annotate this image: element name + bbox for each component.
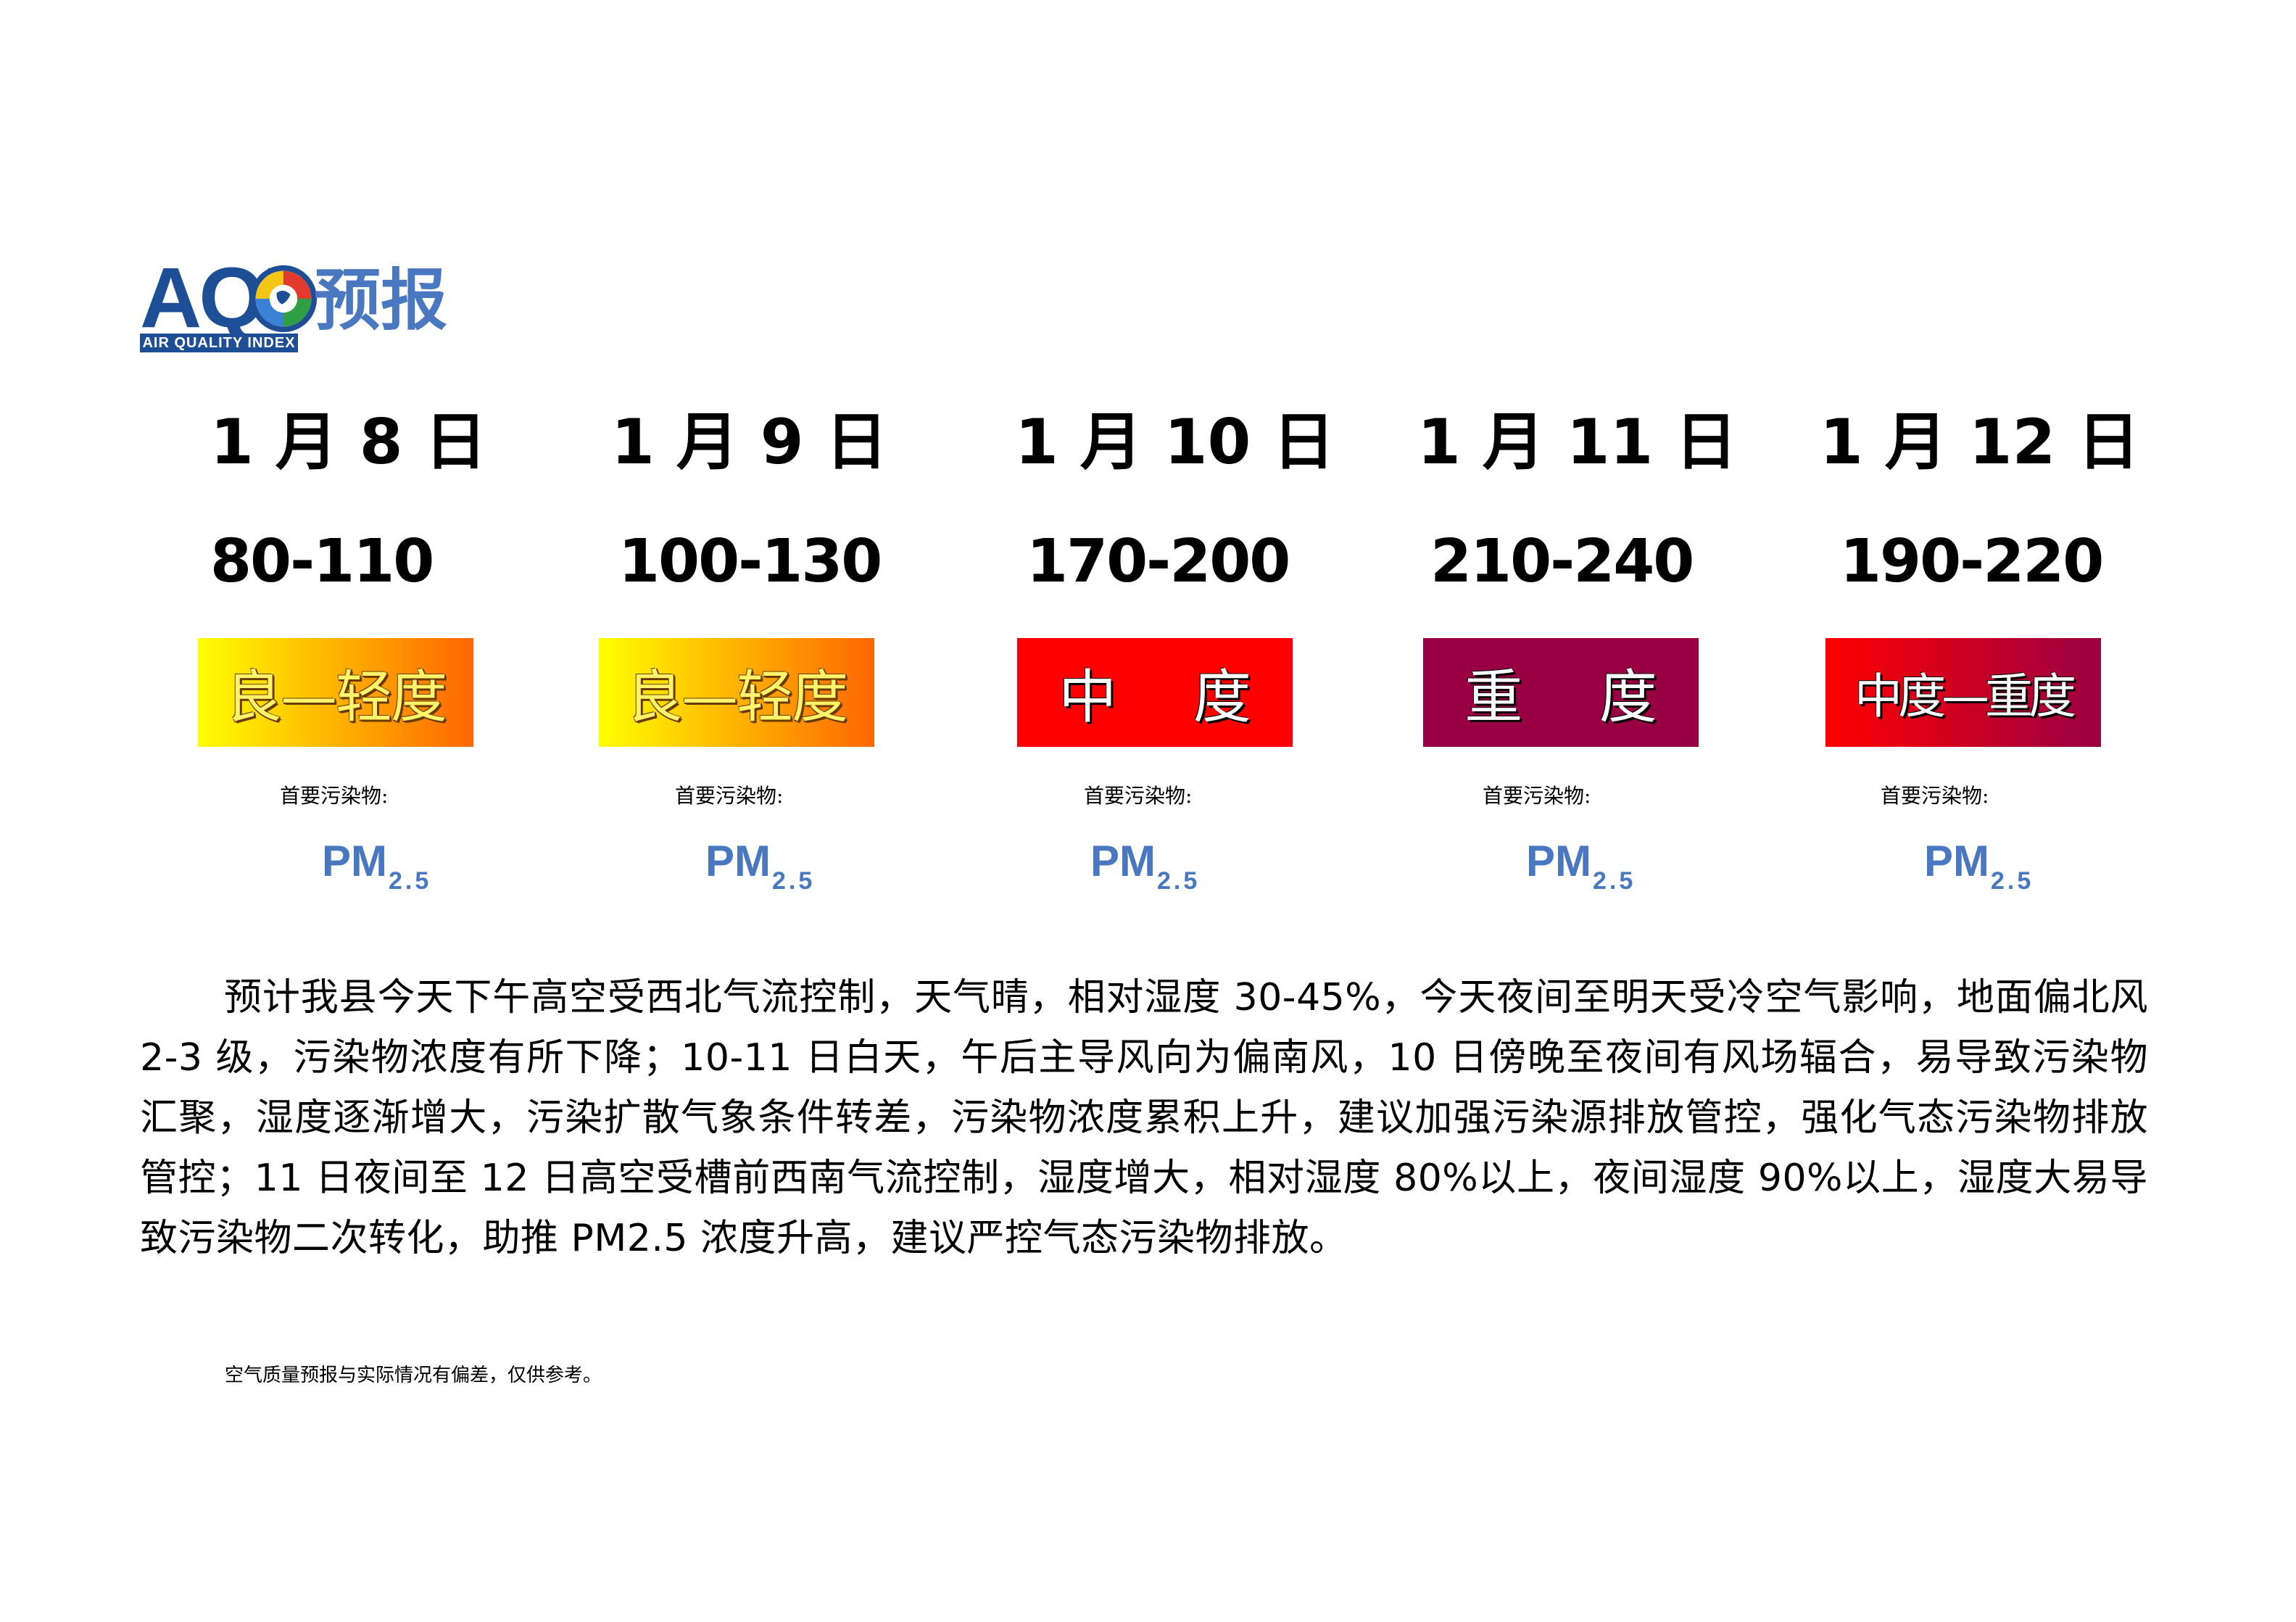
forecast-day-1: 1 月 8 日 80-110 良—轻度 首要污染物: PM2.5 bbox=[198, 402, 587, 910]
pollutant-sub: 2.5 bbox=[772, 867, 816, 895]
primary-pollutant: PM2.5 bbox=[1090, 836, 1201, 895]
forecast-day-4: 1 月 11 日 210-240 重 度 首要污染物: PM2.5 bbox=[1417, 402, 1794, 910]
globe-icon bbox=[249, 265, 318, 333]
pollutant-main: PM bbox=[1924, 837, 1989, 885]
pollutant-sub: 2.5 bbox=[389, 867, 432, 895]
primary-pollutant-label: 首要污染物: bbox=[1483, 784, 1591, 808]
level-badge: 良—轻度 bbox=[599, 638, 874, 747]
level-badge: 中 度 bbox=[1017, 638, 1293, 747]
primary-pollutant: PM2.5 bbox=[322, 836, 432, 895]
forecast-date: 1 月 10 日 bbox=[1015, 406, 1335, 479]
primary-pollutant-label: 首要污染物: bbox=[1881, 784, 1989, 808]
logo-subtitle: AIR QUALITY INDEX bbox=[140, 334, 298, 352]
forecast-date: 1 月 9 日 bbox=[611, 406, 888, 479]
aqi-range: 100-130 bbox=[618, 527, 882, 596]
aqi-logo: AQI AIR QUALITY INDEX 预报 bbox=[140, 255, 459, 357]
primary-pollutant: PM2.5 bbox=[1924, 836, 2034, 895]
aqi-range: 170-200 bbox=[1027, 527, 1290, 596]
logo-word: 预报 bbox=[314, 262, 448, 339]
level-badge: 中度—重度 bbox=[1825, 638, 2101, 747]
forecast-day-5: 1 月 12 日 190-220 中度—重度 首要污染物: PM2.5 bbox=[1820, 402, 2197, 910]
aqi-range: 190-220 bbox=[1840, 527, 2104, 596]
primary-pollutant-label: 首要污染物: bbox=[280, 784, 389, 808]
primary-pollutant: PM2.5 bbox=[705, 836, 816, 895]
forecast-description: 预计我县今天下午高空受西北气流控制，天气晴，相对湿度 30-45%，今天夜间至明… bbox=[140, 976, 2148, 1260]
forecast-day-2: 1 月 9 日 100-130 良—轻度 首要污染物: PM2.5 bbox=[599, 402, 988, 910]
forecast-date: 1 月 8 日 bbox=[210, 406, 487, 479]
level-badge: 良—轻度 bbox=[198, 638, 473, 747]
aqi-range: 80-110 bbox=[210, 527, 434, 596]
forecast-day-3: 1 月 10 日 170-200 中 度 首要污染物: PM2.5 bbox=[1015, 402, 1392, 910]
primary-pollutant-label: 首要污染物: bbox=[1084, 784, 1193, 808]
pollutant-main: PM bbox=[1526, 837, 1591, 885]
pollutant-sub: 2.5 bbox=[1157, 867, 1201, 895]
pollutant-sub: 2.5 bbox=[1593, 867, 1636, 895]
primary-pollutant: PM2.5 bbox=[1526, 836, 1636, 895]
primary-pollutant-label: 首要污染物: bbox=[675, 784, 784, 808]
level-badge: 重 度 bbox=[1423, 638, 1699, 747]
forecast-date: 1 月 11 日 bbox=[1417, 406, 1738, 479]
pollutant-sub: 2.5 bbox=[1991, 867, 2034, 895]
pollutant-main: PM bbox=[1090, 837, 1156, 885]
aqi-range: 210-240 bbox=[1430, 527, 1694, 596]
pollutant-main: PM bbox=[705, 837, 771, 885]
disclaimer: 空气质量预报与实际情况有偏差，仅供参考。 bbox=[225, 1365, 602, 1386]
pollutant-main: PM bbox=[322, 837, 387, 885]
forecast-date: 1 月 12 日 bbox=[1820, 406, 2140, 479]
